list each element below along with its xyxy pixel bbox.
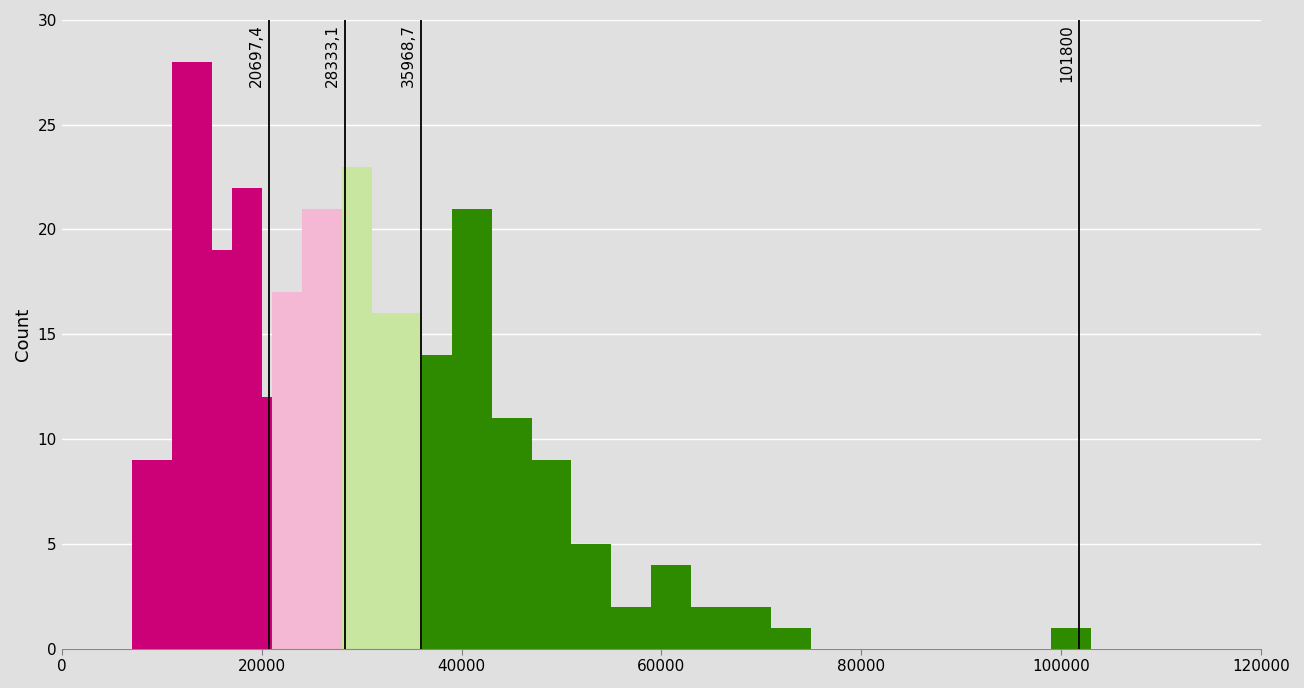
Text: 101800: 101800: [1059, 24, 1074, 82]
Bar: [211, 250, 232, 649]
Text: 28333,1: 28333,1: [325, 24, 340, 87]
Bar: [372, 313, 421, 649]
Y-axis label: Count: Count: [14, 308, 31, 361]
Bar: [262, 397, 271, 649]
Text: 20697,4: 20697,4: [249, 24, 263, 87]
Bar: [571, 544, 612, 649]
Bar: [172, 62, 211, 649]
Bar: [1051, 627, 1091, 649]
Bar: [421, 355, 451, 649]
Bar: [532, 460, 571, 649]
Bar: [612, 607, 652, 649]
Bar: [652, 565, 691, 649]
Bar: [342, 166, 372, 649]
Bar: [232, 188, 262, 649]
Bar: [691, 607, 732, 649]
Text: 35968,7: 35968,7: [402, 24, 416, 87]
Bar: [132, 460, 172, 649]
Bar: [492, 418, 532, 649]
Bar: [301, 208, 342, 649]
Bar: [732, 607, 772, 649]
Bar: [451, 208, 492, 649]
Bar: [271, 292, 301, 649]
Bar: [772, 627, 811, 649]
